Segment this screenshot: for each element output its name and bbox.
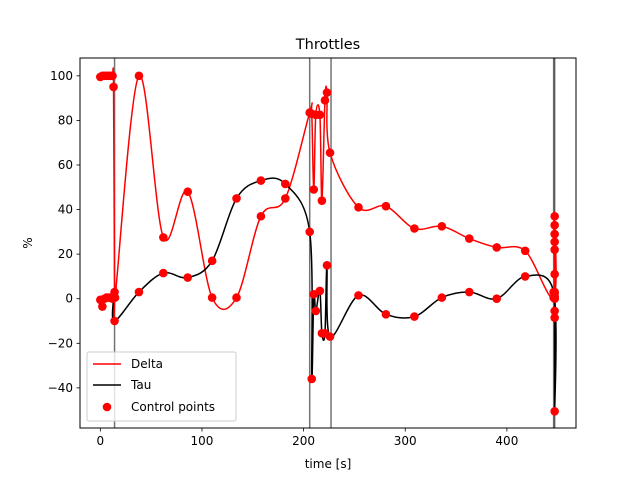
- control-point: [437, 221, 447, 231]
- control-point: [309, 185, 319, 194]
- control-point: [354, 291, 363, 300]
- control-point: [108, 71, 117, 81]
- control-point: [550, 237, 559, 247]
- control-point: [410, 224, 419, 233]
- control-point: [322, 88, 332, 97]
- legend-box: [86, 351, 237, 422]
- control-point: [325, 148, 335, 158]
- control-point: [381, 310, 391, 319]
- y-tick-label: −20: [48, 336, 73, 350]
- control-point: [315, 110, 325, 120]
- y-axis-label: %: [21, 237, 35, 248]
- control-point: [550, 220, 559, 230]
- control-point: [410, 312, 419, 321]
- control-point: [256, 176, 266, 185]
- y-tick-label: 20: [58, 247, 73, 261]
- y-tick-label: 0: [65, 292, 73, 306]
- y-tick-label: 40: [58, 203, 73, 217]
- control-point: [320, 96, 330, 105]
- control-point: [281, 179, 290, 189]
- plot-area: [96, 58, 559, 428]
- control-point: [256, 211, 266, 221]
- x-tick-label: 100: [191, 434, 214, 448]
- control-point: [207, 256, 217, 266]
- legend-control-points-swatch: [102, 402, 112, 412]
- control-point: [232, 194, 241, 203]
- control-point: [110, 316, 119, 326]
- control-point: [550, 313, 559, 322]
- control-point: [109, 82, 118, 92]
- control-point: [159, 268, 168, 278]
- control-point: [134, 287, 144, 297]
- control-point: [109, 292, 118, 301]
- control-point: [464, 287, 474, 297]
- x-tick-label: 200: [292, 434, 315, 448]
- control-point: [315, 286, 325, 296]
- chart-title: Throttles: [295, 37, 360, 53]
- control-point: [520, 246, 530, 256]
- control-point: [550, 211, 559, 221]
- control-point: [550, 229, 559, 239]
- x-axis-label: time [s]: [305, 457, 352, 471]
- control-point: [437, 293, 447, 302]
- x-tick-label: 400: [495, 434, 518, 448]
- control-point: [311, 306, 321, 316]
- control-point: [492, 243, 502, 252]
- control-point: [381, 201, 391, 211]
- control-point: [98, 302, 107, 311]
- control-point: [322, 260, 332, 270]
- control-point: [550, 306, 559, 316]
- control-point: [232, 293, 241, 302]
- y-tick-label: 80: [58, 113, 73, 127]
- control-point: [550, 288, 559, 298]
- control-point: [281, 194, 290, 203]
- control-point: [207, 293, 217, 302]
- control-point: [520, 272, 530, 281]
- control-point: [305, 227, 315, 237]
- x-tick-label: 300: [394, 434, 417, 448]
- plot-frame: [79, 57, 577, 429]
- y-tick-label: −40: [48, 381, 73, 395]
- control-point: [354, 203, 363, 212]
- control-point: [317, 196, 327, 205]
- control-point: [183, 187, 193, 197]
- control-point: [550, 406, 559, 416]
- control-point: [325, 332, 335, 341]
- legend-control-points-label: Control points: [131, 400, 215, 414]
- control-point: [550, 245, 559, 254]
- y-tick-label: 100: [50, 69, 73, 83]
- control-point: [307, 374, 317, 384]
- control-point: [464, 234, 474, 243]
- control-point: [134, 71, 144, 81]
- legend-tau-label: Tau: [130, 378, 151, 392]
- x-tick-label: 0: [97, 434, 105, 448]
- control-point: [159, 233, 168, 242]
- control-point: [550, 269, 559, 279]
- y-tick-label: 60: [58, 158, 73, 172]
- control-point: [183, 273, 193, 282]
- legend: Delta Tau Control points: [86, 351, 237, 422]
- control-point: [492, 294, 502, 304]
- axis-ticks: 0 100 200 300 400 −40 −20 0 20 40 60 80 100: [48, 69, 519, 448]
- legend-delta-label: Delta: [131, 357, 163, 371]
